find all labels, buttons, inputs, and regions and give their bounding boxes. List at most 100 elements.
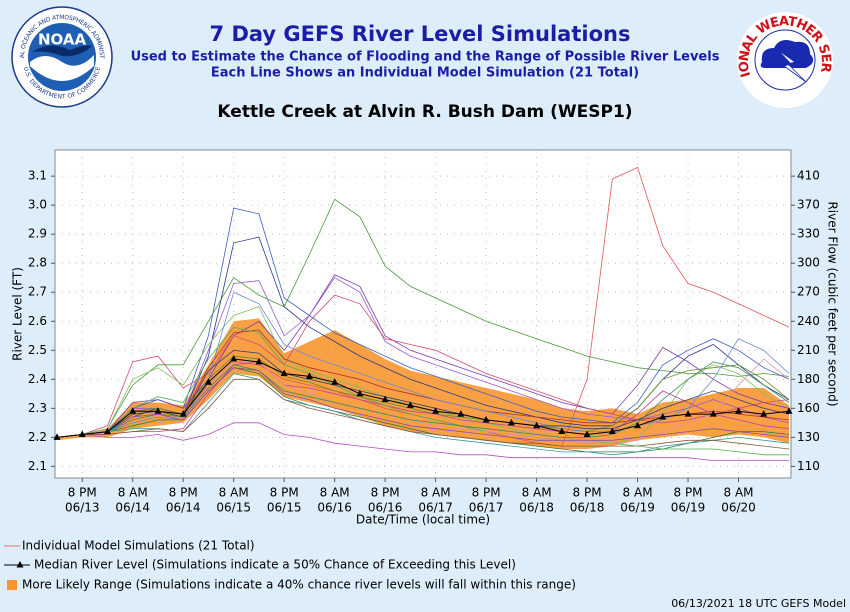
y-tick-label: 2.8 xyxy=(28,256,47,270)
y2-tick-label: 240 xyxy=(797,314,820,328)
x-tick-label: 8 PM xyxy=(472,486,501,500)
y-tick-label: 2.5 xyxy=(28,343,47,357)
x-tick-label: 8 AM xyxy=(724,486,754,500)
median-marker xyxy=(583,430,591,437)
x-tick-label: 06/17 xyxy=(418,501,453,515)
simulation-line xyxy=(56,274,790,438)
x-tick-label: 8 AM xyxy=(320,486,350,500)
y2-tick-label: 210 xyxy=(797,343,820,357)
y-tick-label: 2.1 xyxy=(28,459,47,473)
y-tick-label: 3.1 xyxy=(28,169,47,183)
median-marker xyxy=(356,389,364,397)
median-marker xyxy=(533,421,541,429)
x-tick-label: 8 PM xyxy=(68,486,97,500)
simulation-line xyxy=(56,291,790,438)
noaa-text: NOAA xyxy=(38,31,87,49)
y2-tick-label: 370 xyxy=(797,198,820,212)
x-tick-label: 8 PM xyxy=(270,486,299,500)
simulation-line xyxy=(56,361,790,438)
y2-tick-label: 410 xyxy=(797,169,820,183)
median-marker xyxy=(381,395,389,403)
x-tick-label: 06/16 xyxy=(317,501,352,515)
simulation-line xyxy=(56,422,789,461)
x-axis-label: Date/Time (local time) xyxy=(356,513,490,527)
median-marker xyxy=(230,354,238,362)
y2-tick-label: 300 xyxy=(797,256,820,270)
median-marker xyxy=(634,421,642,429)
chart-title: 7 Day GEFS River Level Simulations xyxy=(210,22,631,46)
x-tick-label: 06/13 xyxy=(65,501,100,515)
x-tick-label: 8 AM xyxy=(421,486,451,500)
x-tick-label: 06/19 xyxy=(671,501,706,515)
simulation-line xyxy=(56,326,789,456)
x-tick-label: 8 PM xyxy=(169,486,198,500)
x-tick-label: 06/18 xyxy=(570,501,605,515)
footer: 06/13/2021 18 UTC GEFS Model xyxy=(671,597,846,610)
median-marker xyxy=(255,357,263,365)
median-marker xyxy=(280,369,288,377)
x-tick-label: 06/15 xyxy=(216,501,251,515)
y-axis-label: River Level (FT) xyxy=(11,267,25,361)
median-marker xyxy=(482,415,490,423)
y-tick-label: 2.7 xyxy=(28,285,47,299)
x-tick-label: 06/14 xyxy=(115,501,150,515)
y-tick-label: 3.0 xyxy=(28,198,47,212)
legend-swatch xyxy=(7,580,17,590)
median-marker xyxy=(659,413,667,420)
legend-swatch xyxy=(16,561,24,568)
x-tick-label: 8 PM xyxy=(573,486,602,500)
x-tick-label: 06/17 xyxy=(469,501,504,515)
x-tick-label: 06/20 xyxy=(721,501,756,515)
chart-subtitle: Used to Estimate the Chance of Flooding … xyxy=(131,50,720,65)
x-tick-label: 8 AM xyxy=(623,486,653,500)
simulation-line xyxy=(56,198,790,438)
simulation-line xyxy=(56,361,790,438)
median-line xyxy=(56,358,790,438)
median-marker xyxy=(457,410,465,417)
x-tick-label: 8 AM xyxy=(522,486,552,500)
median-marker xyxy=(785,407,793,414)
chart-subtitle: Each Line Shows an Individual Model Simu… xyxy=(211,66,639,81)
median-marker xyxy=(760,410,768,417)
x-tick-label: 8 AM xyxy=(219,486,249,500)
simulation-line xyxy=(56,367,790,453)
legend-label: More Likely Range (Simulations indicate … xyxy=(22,578,576,592)
location-title: Kettle Creek at Alvin R. Bush Dam (WESP1… xyxy=(217,102,632,122)
median-marker xyxy=(558,427,566,435)
median-marker xyxy=(331,378,339,385)
x-tick-label: 8 PM xyxy=(674,486,703,500)
legend-label: Median River Level (Simulations indicate… xyxy=(34,558,516,572)
y2-tick-label: 130 xyxy=(797,430,820,444)
simulation-line xyxy=(56,367,790,441)
y2-tick-label: 110 xyxy=(797,459,820,473)
legend-label: Individual Model Simulations (21 Total) xyxy=(22,539,255,553)
y-tick-label: 2.3 xyxy=(28,401,47,415)
y-tick-label: 2.4 xyxy=(28,372,47,386)
median-marker xyxy=(53,433,61,440)
median-marker xyxy=(103,427,111,435)
y2-tick-label: 330 xyxy=(797,227,820,241)
x-tick-label: 06/19 xyxy=(620,501,655,515)
median-marker xyxy=(507,418,515,426)
x-tick-label: 8 PM xyxy=(371,486,400,500)
y2-axis-label: River Flow (cubic feet per second) xyxy=(826,201,840,406)
x-tick-label: 8 AM xyxy=(118,486,148,500)
median-marker xyxy=(608,427,616,435)
median-marker xyxy=(432,407,440,414)
median-marker xyxy=(735,407,743,414)
x-tick-label: 06/16 xyxy=(368,501,403,515)
y-tick-label: 2.9 xyxy=(28,227,47,241)
median-marker xyxy=(684,410,692,417)
x-tick-label: 06/15 xyxy=(267,501,302,515)
median-marker xyxy=(129,407,137,414)
y-tick-label: 2.6 xyxy=(28,314,47,328)
median-marker xyxy=(204,378,212,385)
y-tick-label: 2.2 xyxy=(28,430,47,444)
simulation-line xyxy=(56,378,790,450)
y2-tick-label: 270 xyxy=(797,285,820,299)
y2-tick-label: 180 xyxy=(797,372,820,386)
median-marker xyxy=(154,407,162,414)
y2-tick-label: 160 xyxy=(797,401,820,415)
